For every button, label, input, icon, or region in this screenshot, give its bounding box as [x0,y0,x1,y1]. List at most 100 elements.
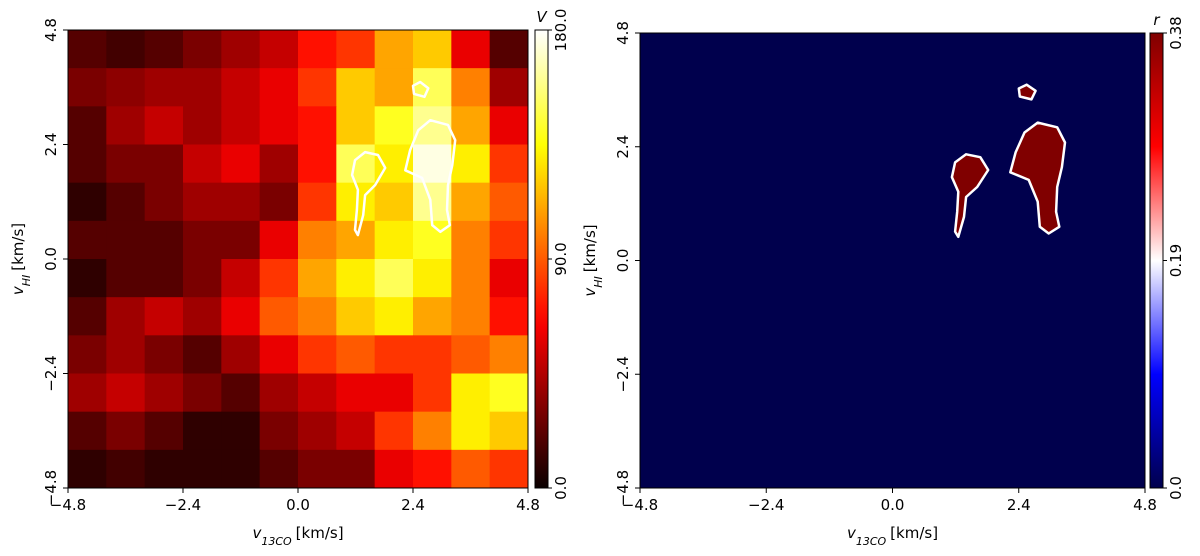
heatmap-cell [336,259,376,298]
heatmap-cell [259,68,299,107]
heatmap-cell [183,259,222,298]
heatmap-cell [489,449,529,489]
y-tick-label: 2.4 [42,133,60,157]
heatmap-cell [451,106,491,145]
heatmap-cell [451,182,491,222]
heatmap-cell [221,68,261,107]
heatmap-cell [489,30,529,69]
y-tick-label: 0.0 [614,249,632,273]
heatmap-cell [183,220,222,260]
heatmap-cell [183,30,222,69]
contour [1017,83,1037,101]
heatmap-cell [451,411,491,451]
heatmap-cell [259,449,299,489]
heatmap-cell [451,68,491,107]
label-symbol: v [9,285,27,295]
heatmap-cell [259,106,299,145]
heatmap-cell [451,144,491,184]
x-tick-label: −2.4 [165,496,201,514]
heatmap-cell [413,335,452,374]
heatmap-cell [106,220,146,260]
heatmap-cell [221,373,261,413]
heatmap-cell [183,144,222,184]
heatmap-cell [259,144,299,184]
label-subscript: 13CO [261,535,292,548]
heatmap-cell [298,106,337,145]
y-tick-label: 4.8 [614,21,632,45]
heatmap-cell [68,373,107,413]
heatmap-cell [144,297,184,336]
heatmap-cell [298,335,337,374]
heatmap-cell [144,449,184,489]
colorbar [534,29,549,489]
heatmap-cell [68,220,107,260]
x-tick-label: 2.4 [1007,496,1031,514]
heatmap-cell [259,411,299,451]
heatmap-cell [413,106,452,145]
heatmap-cell [451,335,491,374]
heatmap-cell [106,335,146,374]
x-tick-label: 4.8 [1133,496,1157,514]
heatmap-cell [489,144,529,184]
heatmap-cell [183,411,222,451]
heatmap-cell [68,144,107,184]
y-tick-label: −4.8 [614,470,632,506]
heatmap-cell [68,259,107,298]
heatmap-cell [374,335,414,374]
heatmap-cell [451,259,491,298]
heatmap-cell [413,30,452,69]
heatmap-cell [106,30,146,69]
heatmap-cell [144,411,184,451]
heatmap-cell [336,68,376,107]
label-subscript: 13CO [856,535,887,548]
heatmap-cell [68,411,107,451]
heatmap-cell [144,182,184,222]
label-subscript: HI [20,275,33,287]
heatmap-cell [259,182,299,222]
heatmap-cell [106,182,146,222]
label-symbol: v [581,287,599,297]
contour [404,118,457,234]
heatmap-cell [221,144,261,184]
heatmap-cell [298,449,337,489]
heatmap-cell [68,297,107,336]
colorbar-tick-label: 0.19 [1167,244,1185,277]
heatmap-cell [68,182,107,222]
heatmap-cell [144,335,184,374]
heatmap-cell [336,297,376,336]
heatmap-cell [336,335,376,374]
heatmap-cell [106,259,146,298]
heatmap-cell [106,373,146,413]
heatmap-cell [144,106,184,145]
label-unit: [km/s] [296,524,344,542]
heatmap-cell [221,259,261,298]
heatmap-cell [259,373,299,413]
y-tick-label: 4.8 [42,18,60,42]
label-symbol: v [847,524,857,542]
heatmap-cell [451,449,491,489]
heatmap-cell [68,335,107,374]
heatmap-cell [221,449,261,489]
heatmap-cell [144,259,184,298]
heatmap-cell [374,373,414,413]
y-tick-label: −2.4 [42,355,60,391]
heatmap-cell [144,144,184,184]
y-axis-label: vHI [km/s] [9,223,33,295]
heatmap-cell [259,297,299,336]
label-unit: [km/s] [9,223,27,271]
heatmap-cell [413,259,452,298]
x-tick-label: 0.0 [881,496,905,514]
heatmap-cell [298,259,337,298]
x-tick-label: 0.0 [286,496,310,514]
colorbar-label: V [536,8,548,26]
heatmap-cell [451,373,491,413]
heatmap-cell [68,449,107,489]
heatmap-cell [374,220,414,260]
heatmap-cell [221,297,261,336]
heatmap-cell [183,335,222,374]
x-tick-label: 4.8 [516,496,540,514]
heatmap-cell [183,373,222,413]
label-subscript: HI [592,276,605,288]
colorbar-tick-label: 180.0 [552,9,570,52]
heatmap-cell [298,182,337,222]
